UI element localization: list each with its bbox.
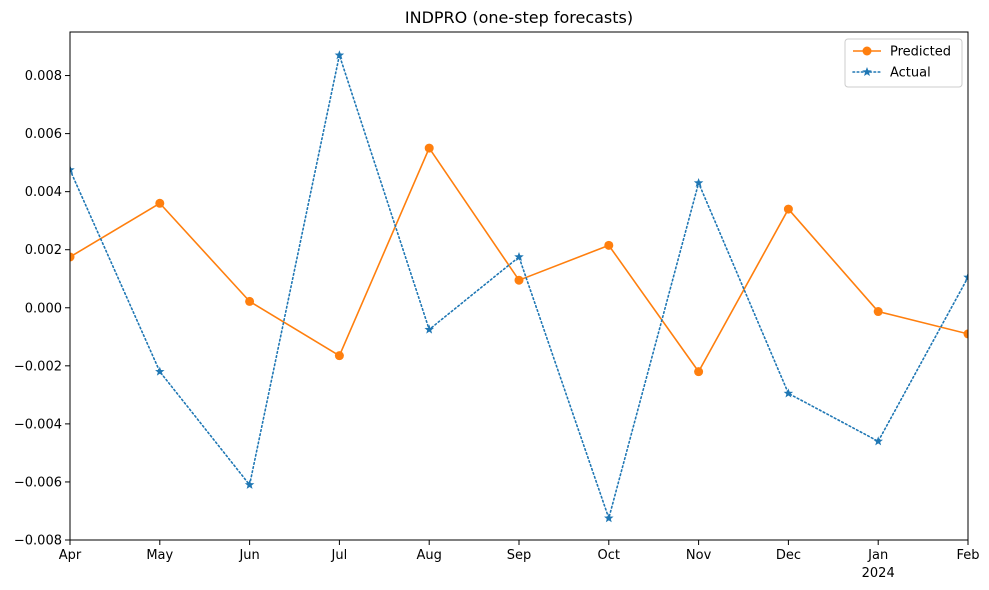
x-tick-label: May <box>146 548 173 563</box>
y-tick-label: −0.008 <box>14 534 62 549</box>
y-tick-label: 0.004 <box>25 185 62 200</box>
data-point-actual <box>604 513 614 523</box>
x-tick-label: Nov <box>686 548 712 563</box>
series-layer <box>70 50 968 523</box>
legend-label-actual: Actual <box>890 66 931 81</box>
data-point-predicted <box>963 329 968 339</box>
x-tick-label: Feb <box>956 548 979 563</box>
legend-label-predicted: Predicted <box>890 45 951 60</box>
data-point-actual <box>693 177 704 187</box>
data-point-actual <box>963 272 968 282</box>
data-point-predicted <box>514 275 524 285</box>
x-tick-label: Sep <box>507 548 532 563</box>
data-point-predicted <box>783 204 793 214</box>
x-tick-label: Jun <box>238 548 259 563</box>
x-tick-label: Jan <box>867 548 888 563</box>
data-point-predicted <box>155 198 165 208</box>
series-line-predicted <box>70 147 968 373</box>
legend: Predicted Actual <box>844 38 963 88</box>
data-point-actual <box>155 366 165 376</box>
data-point-predicted <box>424 143 434 153</box>
data-point-actual <box>424 324 434 334</box>
legend-marker-predicted <box>862 46 872 56</box>
data-point-actual <box>873 436 883 446</box>
y-tick-label: 0.008 <box>25 69 62 84</box>
y-tick-label: −0.004 <box>14 417 62 432</box>
series-line-actual <box>70 54 968 520</box>
data-point-predicted <box>604 240 614 250</box>
x-tick-label: Dec <box>776 548 801 563</box>
x-year-label: 2024 <box>862 566 895 581</box>
data-point-predicted <box>245 296 255 306</box>
data-point-predicted <box>334 351 344 361</box>
y-tick-label: 0.006 <box>25 127 62 142</box>
y-tick-label: −0.002 <box>14 359 62 374</box>
x-tick-label: Jul <box>331 548 348 563</box>
y-tick-label: 0.000 <box>25 301 62 316</box>
data-point-actual <box>70 164 75 174</box>
data-point-actual <box>514 251 524 262</box>
data-point-actual <box>244 479 255 489</box>
x-tick-label: Oct <box>598 548 620 563</box>
data-point-predicted <box>873 307 883 317</box>
chart-title: INDPRO (one-step forecasts) <box>405 8 633 27</box>
data-point-predicted <box>70 252 75 262</box>
data-point-actual <box>334 50 345 60</box>
plot-area: 0.008 0.006 0.004 0.002 0.000 −0.002 −0.004 −0.… <box>14 31 980 581</box>
data-point-predicted <box>694 367 704 377</box>
y-tick-label: −0.006 <box>14 475 62 490</box>
x-tick-label: Aug <box>417 548 442 563</box>
data-point-actual <box>783 388 794 398</box>
y-tick-label: 0.002 <box>25 243 62 258</box>
x-tick-label: Apr <box>59 548 82 563</box>
legend-marker-actual <box>862 67 872 77</box>
axes-frame <box>69 31 969 541</box>
